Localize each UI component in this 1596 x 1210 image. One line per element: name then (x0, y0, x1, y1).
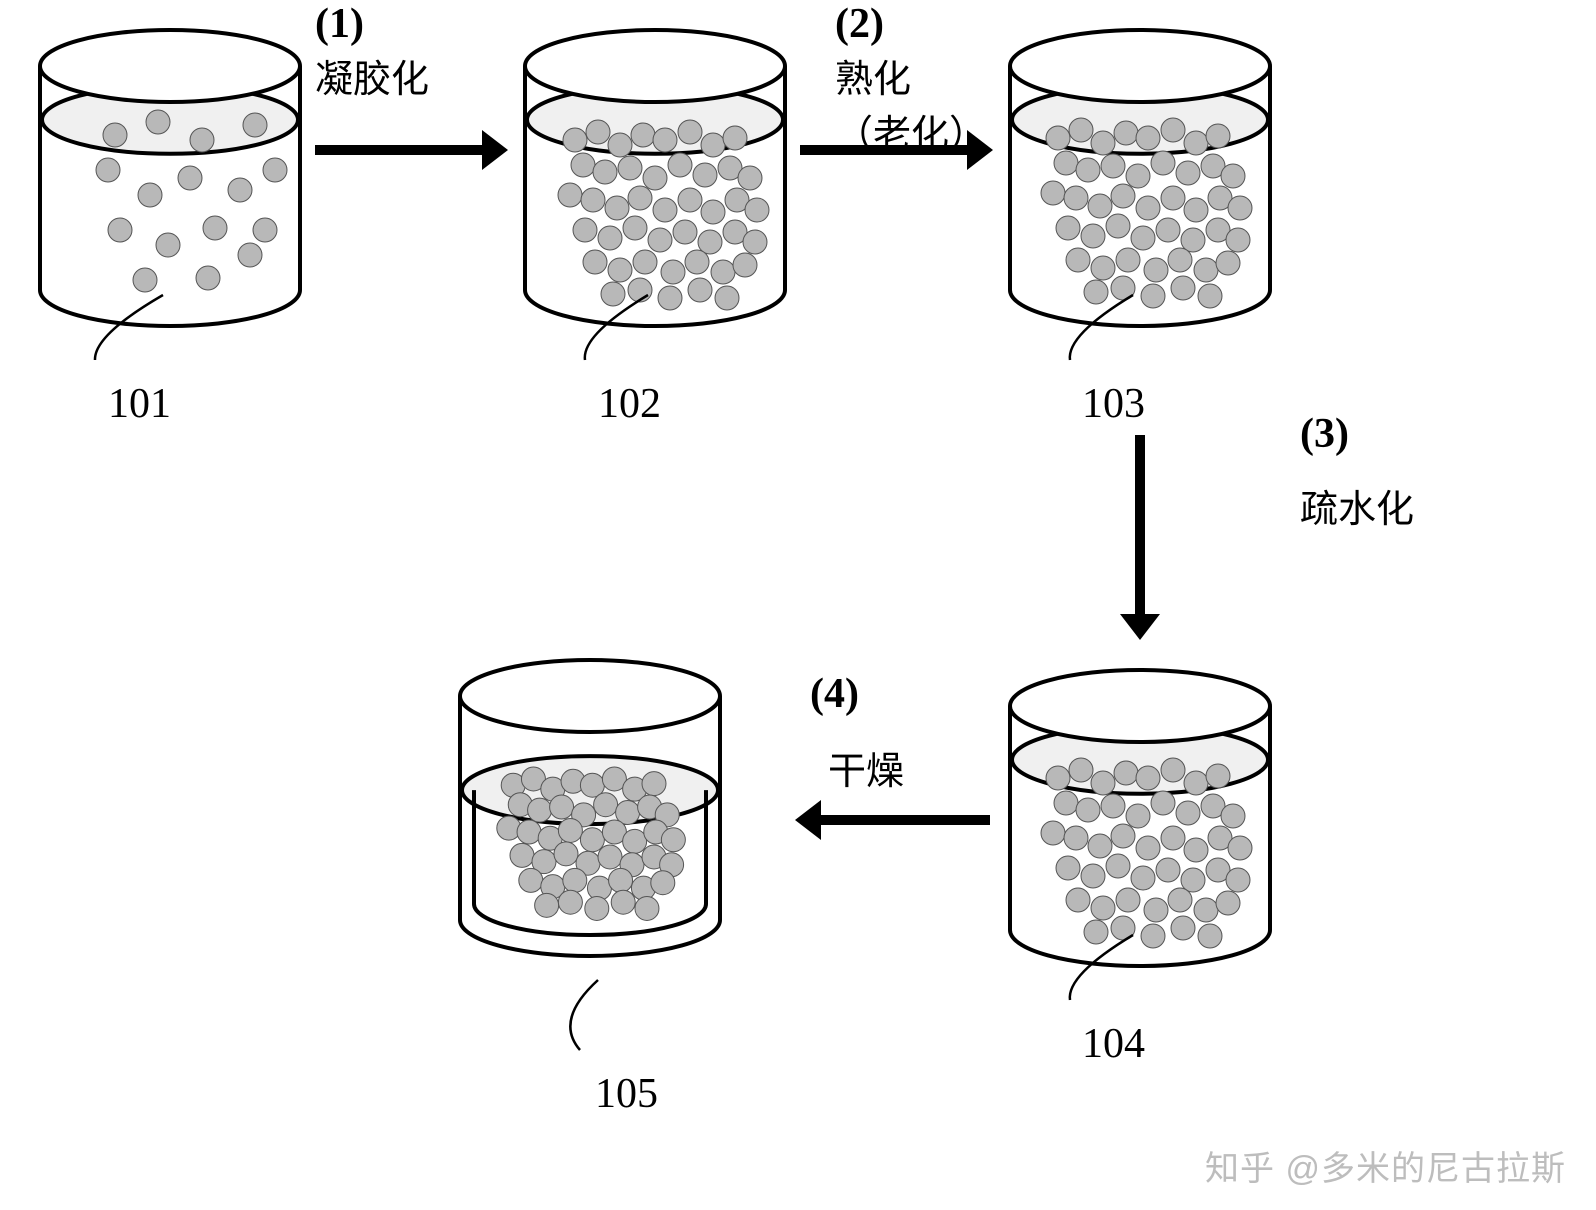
jar105-label: 105 (595, 1070, 658, 1118)
step2-label: 熟化 （老化） (835, 48, 987, 158)
step2-num: (2) (835, 0, 884, 48)
arrow-a3 (1120, 435, 1160, 640)
jar-j102 (525, 30, 785, 360)
diagram-svg (0, 0, 1596, 1210)
arrow-a1 (315, 130, 508, 170)
arrow-a4 (795, 800, 990, 840)
watermark: 知乎 @多米的尼古拉斯 (1205, 1141, 1566, 1190)
jar-j105 (460, 660, 720, 1050)
step3-num: (3) (1300, 410, 1349, 458)
step1-label: 凝胶化 (315, 48, 429, 103)
step3-label: 疏水化 (1300, 478, 1414, 533)
jar-j103 (1010, 30, 1270, 360)
diagram-root: { "type": "process-flow-diagram", "canva… (0, 0, 1596, 1210)
jar-j104 (1010, 670, 1270, 1000)
jar104-label: 104 (1082, 1020, 1145, 1068)
jar102-label: 102 (598, 380, 661, 428)
step4-num: (4) (810, 670, 859, 718)
step4-label: 干燥 (828, 740, 904, 795)
jar-j101 (40, 30, 300, 360)
jar103-label: 103 (1082, 380, 1145, 428)
step1-num: (1) (315, 0, 364, 48)
jar101-label: 101 (108, 380, 171, 428)
